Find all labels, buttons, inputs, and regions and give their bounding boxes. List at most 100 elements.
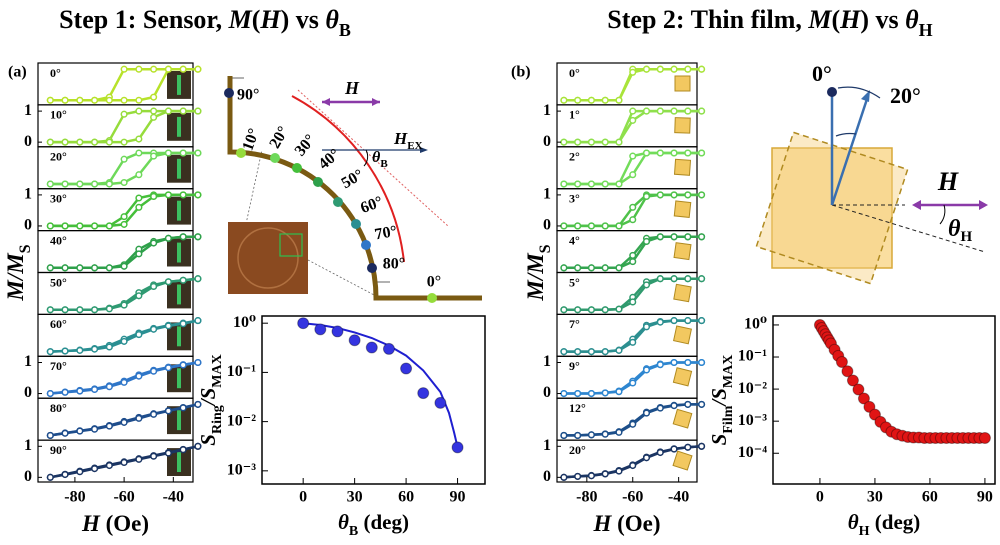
loop-point bbox=[120, 220, 128, 228]
loop-point bbox=[601, 306, 609, 314]
loop-point bbox=[91, 180, 99, 188]
loop-point bbox=[179, 65, 187, 73]
loop-point bbox=[91, 425, 99, 433]
loop-point bbox=[61, 388, 69, 396]
loop-point bbox=[135, 203, 143, 211]
label-part: S bbox=[537, 244, 554, 253]
loop-point bbox=[684, 443, 692, 451]
loop-point bbox=[560, 473, 568, 481]
label-part: (Oe) bbox=[611, 511, 660, 536]
loop-point bbox=[587, 431, 595, 439]
loop-point bbox=[179, 320, 187, 328]
loop-point bbox=[120, 96, 128, 104]
loop-point bbox=[135, 96, 143, 104]
loop-point bbox=[670, 402, 678, 410]
title-part: Step 1: Sensor, bbox=[59, 5, 229, 34]
y-tick-label: 0 bbox=[24, 217, 32, 234]
data-point bbox=[863, 400, 876, 413]
loop-point bbox=[670, 358, 678, 367]
loop-point bbox=[670, 233, 678, 241]
hex-label: HEX bbox=[393, 129, 423, 152]
label-part: S bbox=[196, 434, 220, 446]
inset-square bbox=[672, 367, 693, 387]
y-tick-label: 10⁰ bbox=[233, 314, 256, 331]
loop-point bbox=[587, 222, 595, 230]
inset-square bbox=[673, 283, 692, 303]
y-axis-label: SRing/SMAX bbox=[196, 354, 225, 445]
x-tick-label: -40 bbox=[668, 489, 689, 506]
x-tick-label: -80 bbox=[64, 489, 85, 506]
loop-point bbox=[601, 470, 609, 478]
label-part: MAX bbox=[721, 355, 736, 388]
loop-point bbox=[135, 194, 143, 202]
loop-point bbox=[164, 65, 172, 73]
loop-label: 10° bbox=[50, 108, 67, 122]
title-part: M bbox=[807, 5, 832, 34]
loop-point bbox=[615, 346, 623, 354]
y-axis-label: SFilm/SMAX bbox=[707, 355, 736, 446]
loop-point bbox=[91, 222, 99, 230]
loop-point bbox=[615, 180, 623, 188]
loop-point bbox=[642, 192, 651, 201]
data-point bbox=[978, 431, 991, 444]
loop-point bbox=[150, 65, 158, 73]
loop-label: 12° bbox=[569, 401, 586, 415]
y-tick-label: 10⁻¹ bbox=[738, 348, 767, 365]
y-tick-label: 10⁻² bbox=[227, 412, 256, 429]
angle-label: 70° bbox=[373, 223, 398, 244]
loop-point bbox=[76, 96, 84, 104]
loop-point bbox=[684, 65, 692, 73]
loop-point bbox=[150, 239, 158, 247]
x-tick-label: -60 bbox=[622, 489, 643, 506]
loop-label: 3° bbox=[569, 191, 580, 205]
loop-point bbox=[179, 276, 187, 284]
loop-point bbox=[135, 292, 143, 300]
y-axis-label: M/MS bbox=[3, 244, 34, 301]
y-tick-label: 0 bbox=[24, 468, 32, 485]
loop-point bbox=[587, 389, 595, 398]
loop-point bbox=[46, 138, 54, 146]
data-point bbox=[417, 387, 430, 400]
angle-label: 30° bbox=[292, 131, 319, 159]
label-part: /S bbox=[196, 388, 220, 408]
ring-wire bbox=[227, 76, 482, 301]
data-point bbox=[841, 365, 854, 378]
sweep-arc bbox=[291, 95, 405, 263]
loop-point bbox=[601, 348, 609, 356]
loop-point bbox=[164, 149, 172, 157]
x-tick-label: 0 bbox=[299, 489, 307, 506]
data-point bbox=[297, 317, 310, 330]
loop-point bbox=[642, 281, 651, 289]
loop-point bbox=[615, 467, 623, 475]
angle-label: 10° bbox=[239, 126, 263, 153]
loop-point bbox=[179, 404, 187, 412]
title-part: ( bbox=[831, 5, 840, 34]
loop-point bbox=[120, 262, 128, 270]
loop-point bbox=[629, 107, 637, 115]
label-part: S bbox=[707, 434, 731, 446]
y-tick-label: 1 bbox=[543, 102, 551, 119]
loop-point bbox=[698, 275, 706, 283]
loop-point bbox=[91, 345, 99, 353]
inset-square bbox=[674, 75, 691, 92]
panel-label: (b) bbox=[511, 64, 531, 81]
inset-cross bbox=[177, 284, 181, 305]
loop-point bbox=[91, 96, 99, 104]
loop-point bbox=[684, 317, 692, 325]
loop-point bbox=[684, 275, 692, 283]
y-tick-label: 10⁻³ bbox=[738, 412, 767, 429]
loop-point bbox=[656, 318, 664, 326]
label-part: θ bbox=[338, 510, 349, 534]
loop-point bbox=[150, 410, 158, 418]
angle-label: 60° bbox=[358, 193, 385, 217]
loop-point bbox=[642, 409, 651, 417]
loop-frame bbox=[37, 439, 194, 483]
plot-frame bbox=[772, 315, 996, 485]
zoom-line bbox=[245, 149, 263, 225]
loop-point bbox=[194, 275, 202, 283]
loop-point bbox=[656, 233, 664, 241]
loop-point bbox=[120, 378, 128, 386]
inset-square bbox=[673, 242, 692, 261]
ring-diagram: H HEX θB 90° 10° 20° 30° 40° 50° 60° 70°… bbox=[224, 76, 482, 303]
loop-point bbox=[574, 222, 582, 230]
